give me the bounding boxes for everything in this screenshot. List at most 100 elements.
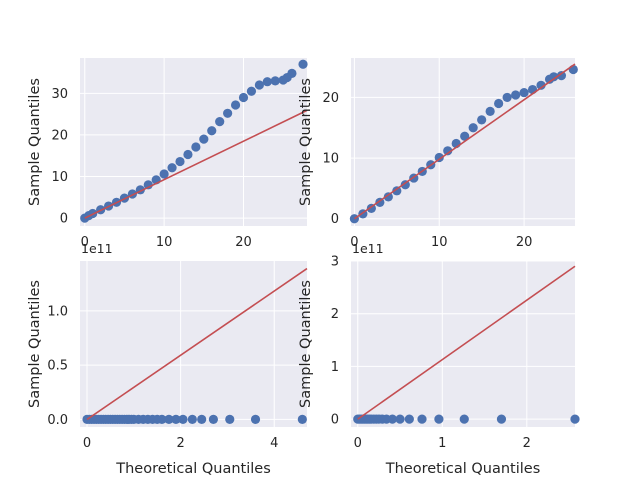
y-tick-label: 3: [331, 255, 339, 270]
x-tick-label: 2: [176, 436, 184, 451]
data-point: [199, 134, 209, 144]
data-point: [197, 414, 207, 425]
plot-area: [80, 261, 307, 427]
data-point: [225, 414, 235, 425]
qq-plot-bottom-right: 0 1 2 0 1 2 3 Sample Quantiles Theoretical Qu…: [298, 241, 580, 477]
data-point: [468, 123, 478, 133]
y-tick-label: 1: [331, 360, 339, 375]
data-point: [395, 414, 405, 424]
y-tick-label: 0: [60, 212, 68, 227]
data-point: [287, 68, 297, 78]
data-point: [511, 90, 521, 100]
data-point: [270, 76, 280, 86]
data-point: [404, 414, 414, 424]
qq-plot-bottom-left: 0 2 4 0.0 0.5 1.0 Sample Quantiles Theoretic…: [27, 241, 308, 477]
x-tick-label: 0: [83, 436, 91, 451]
data-point: [392, 186, 402, 196]
y-tick-label: 10: [322, 152, 339, 167]
y-tick-label: 20: [51, 128, 68, 143]
data-point: [183, 149, 193, 160]
data-point: [187, 414, 197, 425]
y-axis-label: Sample Quantiles: [27, 78, 43, 206]
y-axis-label: Sample Quantiles: [298, 280, 314, 408]
data-point: [443, 146, 453, 156]
data-point: [519, 87, 529, 98]
x-tick-label: 1: [438, 436, 446, 451]
y-tick-label: 0.0: [47, 413, 68, 428]
data-point: [549, 72, 559, 82]
reference-line: [357, 265, 576, 420]
y-tick-label: 2: [331, 307, 339, 322]
y-tick-labels: 0 1 2 3: [331, 255, 339, 428]
y-tick-label: 20: [322, 91, 339, 106]
y-tick-labels: 0 10 20: [322, 91, 339, 227]
x-tick-label: 0: [354, 436, 362, 451]
x-tick-label: 10: [156, 235, 173, 250]
data-point: [157, 414, 167, 425]
x-tick-label: 0: [81, 235, 89, 250]
x-tick-label: 20: [516, 235, 533, 250]
data-point: [159, 169, 169, 179]
x-tick-label: 4: [270, 436, 278, 451]
grid: [351, 260, 575, 427]
qq-plot-top-left: 0 10 20 0 10 20 30 Sample Quantiles: [27, 58, 308, 250]
x-offset-label: 1e11: [352, 241, 384, 256]
x-tick-labels: 0 2 4: [83, 436, 278, 451]
data-point: [191, 142, 201, 152]
data-point: [178, 414, 188, 425]
data-point: [175, 156, 185, 167]
y-tick-label: 0.5: [47, 359, 68, 374]
data-point: [527, 84, 538, 95]
y-tick-labels: 0.0 0.5 1.0: [47, 304, 68, 427]
x-tick-labels: 0 10 20: [81, 235, 252, 250]
data-point: [556, 70, 567, 81]
data-point: [164, 414, 174, 425]
x-tick-labels: 0 1 2: [354, 436, 531, 451]
data-point: [536, 80, 546, 90]
data-point: [485, 106, 495, 116]
data-point: [208, 414, 218, 425]
data-point: [568, 64, 578, 75]
y-tick-labels: 0 10 20 30: [51, 87, 68, 227]
y-tick-label: 30: [51, 87, 68, 102]
data-point: [297, 414, 307, 425]
x-axis-label: Theoretical Quantiles: [385, 461, 541, 477]
data-point: [417, 414, 427, 424]
qq-plot-top-right: 0 10 20 0 10 20 Sample Quantiles: [298, 58, 578, 250]
data-point: [459, 414, 469, 424]
y-axis-label: Sample Quantiles: [298, 78, 314, 206]
data-point: [383, 192, 393, 202]
x-axis-label: Theoretical Quantiles: [115, 461, 271, 477]
data-points: [82, 414, 307, 425]
data-point: [387, 414, 398, 424]
plot-area: [351, 261, 575, 427]
grid: [351, 58, 575, 226]
data-point: [460, 131, 470, 141]
data-point: [298, 59, 308, 69]
data-point: [143, 180, 153, 190]
y-tick-label: 10: [51, 170, 68, 185]
y-axis-label: Sample Quantiles: [27, 280, 43, 408]
data-point: [167, 163, 177, 173]
x-tick-label: 20: [235, 235, 252, 250]
data-point: [570, 414, 580, 424]
y-tick-label: 0: [331, 212, 339, 227]
data-point: [477, 115, 487, 125]
x-tick-labels: 0 10 20: [350, 235, 532, 250]
data-point: [502, 92, 512, 103]
data-point: [230, 100, 241, 110]
data-point: [434, 414, 444, 424]
x-offset-label: 1e11: [81, 241, 113, 256]
x-tick-label: 2: [523, 436, 531, 451]
reference-line: [84, 109, 308, 219]
reference-line: [353, 63, 576, 220]
data-point: [207, 126, 217, 136]
y-tick-label: 1.0: [47, 304, 68, 319]
data-point: [434, 152, 444, 163]
data-point: [254, 80, 264, 90]
data-point: [223, 108, 233, 118]
data-point: [496, 414, 507, 424]
reference-line: [86, 267, 308, 421]
data-point: [238, 92, 249, 103]
data-point: [215, 117, 225, 127]
